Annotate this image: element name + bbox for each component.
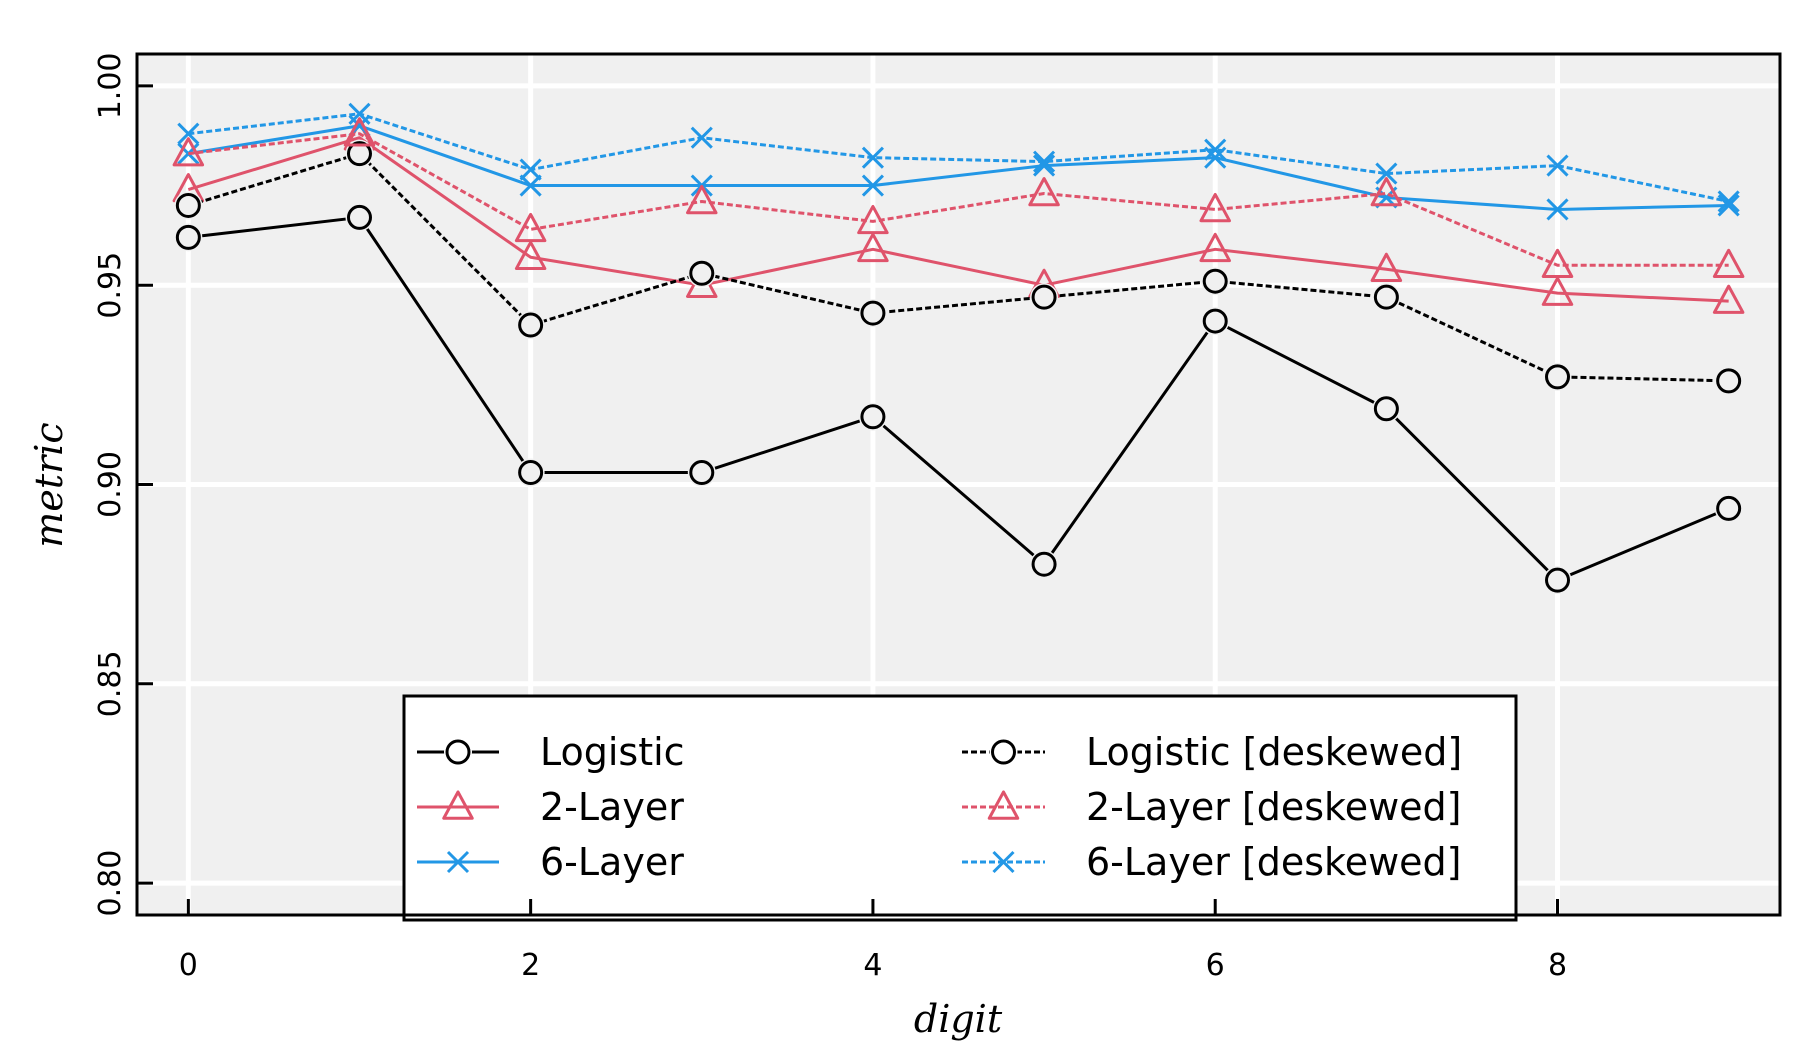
point-4-8 (1541, 248, 1574, 279)
point-5-0 (177, 122, 200, 145)
point-4-7 (1370, 177, 1403, 207)
series-line-5 (188, 112, 1729, 203)
point-4-6 (1199, 192, 1231, 223)
point-5-5 (1033, 150, 1056, 173)
series-layer (172, 102, 1745, 595)
point-2-2 (519, 174, 542, 197)
point-2-4 (861, 174, 884, 197)
point-4-3 (686, 184, 718, 215)
point-2-5 (1033, 154, 1056, 177)
series-4 (172, 117, 1745, 279)
series-0 (174, 203, 1743, 595)
y-axis: 0.80 0.85 0.90 0.95 1.00 (93, 52, 153, 917)
point-0-3 (689, 460, 715, 486)
point-3-5 (1031, 284, 1057, 310)
y-tick-label-0: 0.80 (93, 850, 128, 917)
point-0-5 (1031, 551, 1057, 577)
legend-marker-1 (442, 790, 474, 820)
point-1-9 (1712, 284, 1745, 314)
point-4-4 (857, 204, 889, 235)
point-4-9 (1712, 248, 1745, 279)
point-5-2 (519, 158, 542, 181)
series-line-3 (187, 152, 1729, 383)
point-1-4 (857, 232, 889, 263)
point-3-4 (860, 300, 886, 326)
legend-label-0: Logistic (540, 730, 685, 774)
point-0-0 (175, 224, 201, 250)
legend-marker-3 (991, 739, 1016, 765)
x-tick-label-3: 6 (1206, 948, 1225, 983)
point-5-1 (348, 102, 371, 125)
series-line-2 (188, 124, 1729, 211)
point-5-8 (1546, 154, 1569, 177)
point-0-1 (346, 204, 372, 230)
y-axis-title: metric (27, 422, 71, 547)
point-4-0 (172, 137, 205, 167)
point-2-8 (1546, 198, 1569, 221)
legend-label-1: 2-Layer (540, 785, 684, 829)
point-5-3 (690, 126, 713, 149)
point-5-6 (1204, 138, 1227, 161)
point-5-4 (861, 146, 884, 169)
x-tick-label-2: 4 (863, 948, 882, 983)
point-1-7 (1370, 252, 1403, 282)
y-tick-label-4: 1.00 (93, 52, 128, 119)
point-3-7 (1373, 284, 1399, 310)
y-tick-label-1: 0.85 (93, 650, 128, 717)
point-0-6 (1202, 308, 1228, 334)
point-4-5 (1028, 177, 1060, 207)
point-1-8 (1541, 276, 1574, 306)
point-0-2 (518, 460, 544, 486)
point-0-4 (860, 404, 886, 430)
point-5-7 (1375, 162, 1398, 185)
legend-box (402, 694, 1518, 922)
point-4-1 (343, 117, 376, 147)
x-tick-label-0: 0 (179, 948, 198, 983)
x-tick-label-4: 8 (1548, 948, 1567, 983)
legend: Logistic 2-Layer 6-Layer Logistic [deskewed… (402, 694, 1518, 922)
point-5-9 (1717, 190, 1740, 213)
legend-marker-5 (992, 850, 1015, 874)
point-3-9 (1716, 368, 1742, 394)
series-line-0 (188, 215, 1730, 582)
x-axis-title: digit (914, 997, 1003, 1041)
legend-marker-4 (987, 790, 1020, 820)
point-3-2 (518, 312, 544, 338)
point-3-3 (689, 260, 715, 286)
series-line-4 (188, 132, 1729, 267)
series-3 (174, 139, 1743, 395)
legend-label-2: 6-Layer (540, 840, 684, 884)
legend-marker-2 (446, 850, 470, 874)
legend-label-3: Logistic [deskewed] (1086, 730, 1462, 774)
point-3-6 (1202, 268, 1228, 294)
y-tick-label-2: 0.90 (93, 451, 128, 518)
legend-marker-0 (445, 739, 471, 765)
y-tick-label-3: 0.95 (93, 252, 128, 319)
point-1-6 (1199, 232, 1231, 263)
point-0-7 (1373, 396, 1399, 422)
point-1-2 (514, 240, 547, 271)
point-3-8 (1545, 364, 1571, 390)
series-5 (177, 102, 1740, 213)
point-0-8 (1545, 567, 1571, 593)
x-tick-label-1: 2 (521, 948, 540, 983)
point-3-1 (346, 141, 372, 167)
legend-label-5: 6-Layer [deskewed] (1086, 840, 1461, 884)
point-0-9 (1716, 495, 1742, 521)
legend-label-4: 2-Layer [deskewed] (1086, 785, 1461, 829)
point-4-2 (514, 212, 547, 243)
series-line-1 (187, 136, 1729, 303)
x-axis: 0 2 4 6 8 (179, 899, 1567, 983)
point-3-0 (175, 192, 201, 218)
